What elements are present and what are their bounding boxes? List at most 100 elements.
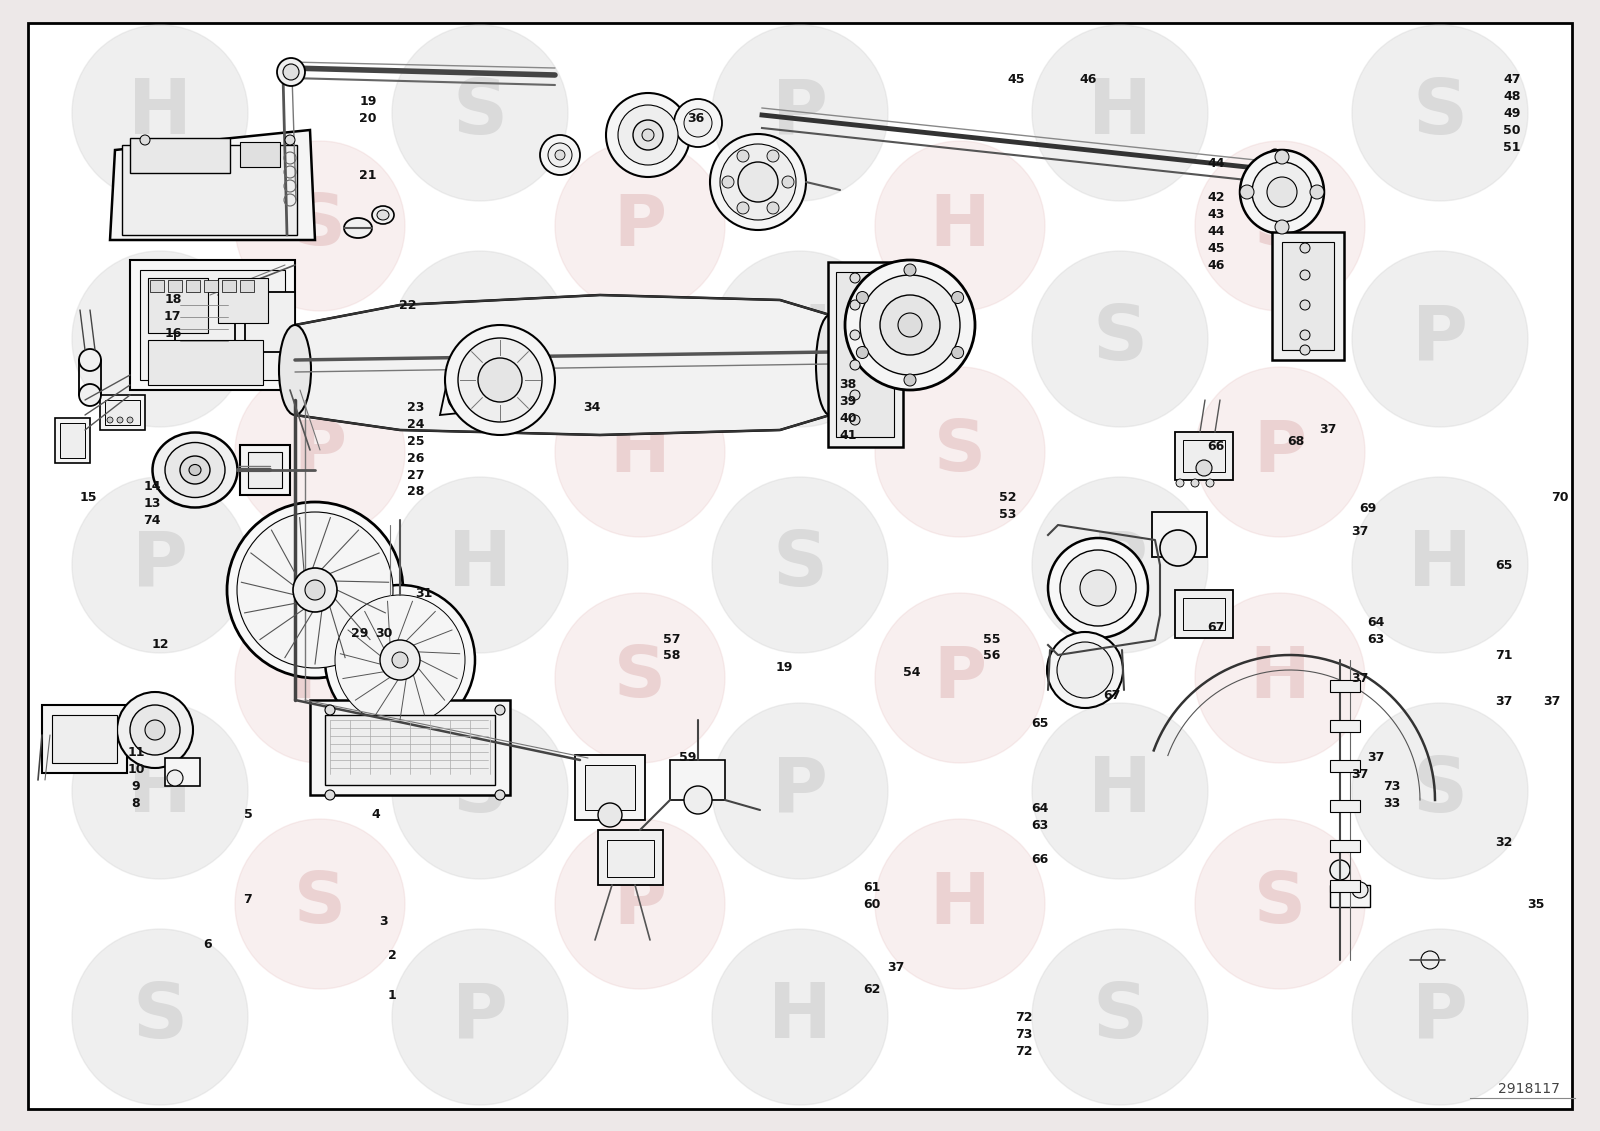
Circle shape	[1352, 25, 1528, 201]
Text: 43: 43	[1208, 208, 1224, 222]
Text: P: P	[133, 528, 187, 602]
Circle shape	[904, 264, 915, 276]
Circle shape	[875, 593, 1045, 763]
Text: H: H	[768, 979, 832, 1054]
Circle shape	[738, 202, 749, 214]
Bar	[1282, 242, 1334, 349]
Text: 72: 72	[1016, 1011, 1032, 1025]
Text: S: S	[453, 76, 507, 150]
Bar	[165, 758, 200, 786]
Circle shape	[1032, 929, 1208, 1105]
Circle shape	[875, 819, 1045, 988]
Circle shape	[722, 176, 734, 188]
Circle shape	[850, 273, 861, 283]
Text: S: S	[453, 754, 507, 828]
Polygon shape	[294, 295, 830, 435]
Text: 39: 39	[840, 395, 856, 408]
Text: S: S	[294, 870, 346, 939]
Text: P: P	[613, 191, 667, 260]
Text: 42: 42	[1208, 191, 1224, 205]
Circle shape	[494, 705, 506, 715]
Text: 37: 37	[1352, 672, 1368, 685]
Circle shape	[285, 135, 294, 145]
Circle shape	[674, 100, 722, 147]
Text: 46: 46	[1080, 72, 1096, 86]
Circle shape	[1275, 221, 1290, 234]
Text: 73: 73	[1384, 779, 1400, 793]
Bar	[106, 400, 141, 425]
Circle shape	[1190, 480, 1198, 487]
Text: 37: 37	[1352, 768, 1368, 782]
Circle shape	[952, 292, 963, 303]
Text: 66: 66	[1208, 440, 1224, 454]
Text: 68: 68	[1288, 434, 1304, 448]
Circle shape	[1058, 642, 1114, 698]
Text: H: H	[930, 191, 990, 260]
Text: 61: 61	[864, 881, 880, 895]
Bar	[240, 143, 280, 167]
Bar	[240, 444, 290, 495]
Ellipse shape	[165, 442, 226, 498]
Text: 63: 63	[1032, 819, 1048, 832]
Circle shape	[1046, 632, 1123, 708]
Circle shape	[766, 202, 779, 214]
Text: 9: 9	[131, 779, 141, 793]
Circle shape	[334, 595, 466, 725]
Bar	[1182, 598, 1226, 630]
Bar	[1174, 432, 1234, 480]
Bar	[325, 715, 494, 785]
Text: 51: 51	[1504, 140, 1520, 154]
Text: 52: 52	[1000, 491, 1016, 504]
Circle shape	[1421, 951, 1438, 969]
Text: 10: 10	[128, 762, 144, 776]
Circle shape	[518, 366, 538, 386]
Circle shape	[72, 251, 248, 428]
Circle shape	[1275, 150, 1290, 164]
Text: S: S	[133, 302, 187, 375]
Circle shape	[782, 176, 794, 188]
Circle shape	[856, 292, 869, 303]
Text: 28: 28	[408, 485, 424, 499]
Ellipse shape	[189, 465, 202, 475]
Circle shape	[1032, 703, 1208, 879]
Text: 37: 37	[1544, 694, 1560, 708]
Circle shape	[1299, 345, 1310, 355]
Bar	[42, 705, 126, 772]
Circle shape	[555, 593, 725, 763]
Text: 21: 21	[360, 169, 376, 182]
Text: H: H	[290, 644, 350, 713]
Circle shape	[766, 150, 779, 162]
Bar	[147, 340, 262, 385]
Text: S: S	[133, 979, 187, 1054]
Circle shape	[1195, 593, 1365, 763]
Text: H: H	[930, 870, 990, 939]
Text: 4: 4	[371, 808, 381, 821]
Text: P: P	[773, 76, 827, 150]
Text: 59: 59	[680, 751, 696, 765]
Circle shape	[1032, 251, 1208, 428]
Text: H: H	[128, 754, 192, 828]
Text: 47: 47	[1504, 72, 1520, 86]
Circle shape	[146, 720, 165, 740]
Text: H: H	[768, 302, 832, 375]
Bar	[829, 262, 902, 447]
Circle shape	[547, 143, 573, 167]
Bar	[186, 280, 200, 292]
Bar	[130, 260, 294, 390]
Ellipse shape	[371, 206, 394, 224]
Text: P: P	[453, 302, 507, 375]
Text: 36: 36	[688, 112, 704, 126]
Circle shape	[1299, 243, 1310, 253]
Circle shape	[445, 325, 555, 435]
Circle shape	[72, 25, 248, 201]
Text: H: H	[610, 417, 670, 486]
Circle shape	[850, 300, 861, 310]
Circle shape	[845, 260, 974, 390]
Circle shape	[1197, 460, 1213, 476]
Circle shape	[325, 789, 334, 800]
Text: 41: 41	[840, 429, 856, 442]
Bar	[248, 452, 282, 487]
Bar	[51, 715, 117, 763]
Circle shape	[555, 141, 725, 311]
Circle shape	[738, 150, 749, 162]
